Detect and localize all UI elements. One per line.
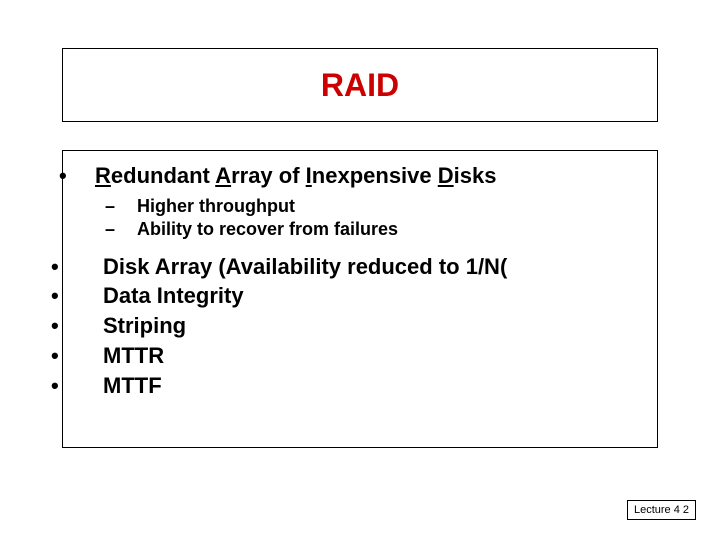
sub-list: –Higher throughput –Ability to recover f… bbox=[121, 195, 647, 242]
expansion-t-2: nexpensive bbox=[312, 163, 438, 188]
bullet-icon: • bbox=[77, 252, 103, 282]
dash-icon: – bbox=[121, 195, 137, 218]
main-item-text: Striping bbox=[103, 313, 186, 338]
expansion-line: •Redundant Array of Inexpensive Disks bbox=[77, 163, 647, 189]
expansion-u-3: D bbox=[438, 163, 454, 188]
main-item: •Disk Array (Availability reduced to 1/N… bbox=[77, 252, 647, 282]
expansion-u-1: A bbox=[215, 163, 231, 188]
sub-item-text: Ability to recover from failures bbox=[137, 219, 398, 239]
main-item-text: MTTF bbox=[103, 373, 162, 398]
main-item-text: MTTR bbox=[103, 343, 164, 368]
sub-item-text: Higher throughput bbox=[137, 196, 295, 216]
sub-item: –Higher throughput bbox=[121, 195, 647, 218]
expansion-t-1: rray of bbox=[231, 163, 306, 188]
expansion-t-3: isks bbox=[454, 163, 497, 188]
dash-icon: – bbox=[121, 218, 137, 241]
bullet-icon: • bbox=[77, 311, 103, 341]
expansion-u-0: R bbox=[95, 163, 111, 188]
title-box: RAID bbox=[62, 48, 658, 122]
expansion-t-0: edundant bbox=[111, 163, 215, 188]
body-box: •Redundant Array of Inexpensive Disks –H… bbox=[62, 150, 658, 448]
slide-number: Lecture 4 2 bbox=[627, 500, 696, 520]
bullet-icon: • bbox=[77, 163, 95, 189]
bullet-icon: • bbox=[77, 341, 103, 371]
main-item: •MTTF bbox=[77, 371, 647, 401]
main-item-text: Data Integrity bbox=[103, 283, 244, 308]
bullet-icon: • bbox=[77, 281, 103, 311]
main-item: •Data Integrity bbox=[77, 281, 647, 311]
main-item-text: Disk Array (Availability reduced to 1/N( bbox=[103, 254, 507, 279]
bullet-icon: • bbox=[77, 371, 103, 401]
main-item: •Striping bbox=[77, 311, 647, 341]
slide-title: RAID bbox=[321, 67, 399, 104]
main-item: •MTTR bbox=[77, 341, 647, 371]
sub-item: –Ability to recover from failures bbox=[121, 218, 647, 241]
